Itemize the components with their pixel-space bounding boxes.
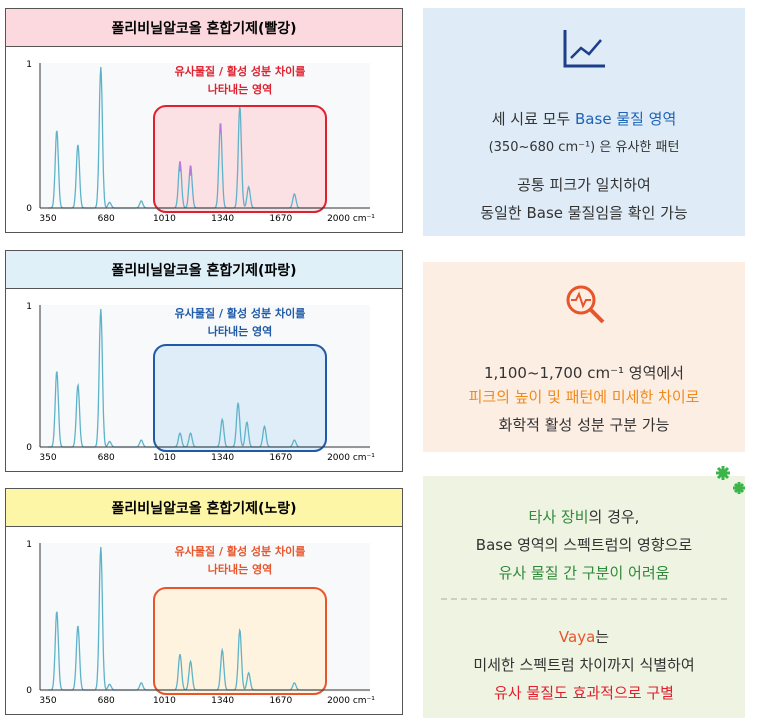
x-tick-label: 680 xyxy=(98,214,115,224)
annotation: 유사물질 / 활성 성분 차이를 xyxy=(175,64,306,78)
x-tick-label: 680 xyxy=(98,453,115,463)
text-segment: 동일한 Base 물질임을 확인 가능 xyxy=(480,204,688,222)
x-tick-label: 1670 xyxy=(269,696,292,706)
chart-header: 폴리비닐알코올 혼합기제(파랑) xyxy=(6,251,402,289)
divider xyxy=(441,598,727,600)
x-tick-label: 350 xyxy=(39,214,56,224)
x-tick-label: 350 xyxy=(39,696,56,706)
chart-panel: 폴리비닐알코올 혼합기제(빨강) 350 680 1010 1340 1670 2000 c… xyxy=(5,8,403,233)
info-panel: 세 시료 모두 Base 물질 영역 (350~680 cm⁻¹) 은 유사한 패… xyxy=(423,8,745,236)
annotation: 유사물질 / 활성 성분 차이를 xyxy=(175,544,306,558)
info-line: 화학적 활성 성분 구분 가능 xyxy=(423,414,745,435)
text-segment: 1,100~1,700 cm⁻¹ 영역에서 xyxy=(484,364,684,382)
text-segment: 미세한 스펙트럼 차이까지 식별하여 xyxy=(473,656,695,674)
text-segment: Base 물질 영역 xyxy=(575,110,677,128)
y-tick-label: 0 xyxy=(26,204,32,214)
x-tick-label: 680 xyxy=(98,696,115,706)
spectrum-chart: 350 680 1010 1340 1670 2000 cm⁻¹ 1 0 유사물질 / 활성 성… xyxy=(26,540,375,706)
info-line: 공통 피크가 일치하여 xyxy=(423,174,745,195)
x-tick-label: 2000 cm⁻¹ xyxy=(327,453,375,463)
y-tick-label: 1 xyxy=(26,60,32,70)
text-segment: 유사 물질 간 구분이 어려움 xyxy=(498,564,670,582)
chart-panel: 폴리비닐알코올 혼합기제(노랑) 350 680 1010 1340 1670 2000 c… xyxy=(5,488,403,715)
sparkle-icon xyxy=(716,466,745,494)
info-line: 미세한 스펙트럼 차이까지 식별하여 xyxy=(423,654,745,675)
x-tick-label: 1340 xyxy=(211,453,234,463)
text-segment: Vaya xyxy=(558,628,596,646)
info-line: 타사 장비의 경우, xyxy=(423,506,745,527)
chart-header: 폴리비닐알코올 혼합기제(빨강) xyxy=(6,9,402,47)
text-segment: 화학적 활성 성분 구분 가능 xyxy=(498,416,670,434)
x-tick-label: 1670 xyxy=(269,453,292,463)
x-tick-label: 1340 xyxy=(211,696,234,706)
text-segment: (350~680 cm⁻¹) 은 유사한 패턴 xyxy=(488,140,680,155)
region-box xyxy=(153,344,327,452)
info-line: 유사 물질 간 구분이 어려움 xyxy=(423,562,745,583)
info-line: 1,100~1,700 cm⁻¹ 영역에서 xyxy=(423,362,745,383)
x-tick-label: 350 xyxy=(39,453,56,463)
spectrum-chart: 350 680 1010 1340 1670 2000 cm⁻¹ 1 0 유사물질 / 활성 성… xyxy=(26,302,375,463)
x-tick-label: 1340 xyxy=(211,214,234,224)
chart-icon xyxy=(563,30,605,68)
region-box xyxy=(153,587,327,695)
info-line: Base 영역의 스펙트럼의 영향으로 xyxy=(423,534,745,555)
info-line: 피크의 높이 및 패턴에 미세한 차이로 xyxy=(423,386,745,407)
chart-header: 폴리비닐알코올 혼합기제(노랑) xyxy=(6,489,402,527)
text-segment: 세 시료 모두 xyxy=(491,110,576,128)
text-segment: 는 xyxy=(595,628,610,646)
text-segment: 피크의 높이 및 패턴에 미세한 차이로 xyxy=(468,388,700,406)
text-segment: 공통 피크가 일치하여 xyxy=(517,176,651,194)
info-line: 유사 물질도 효과적으로 구별 xyxy=(423,682,745,703)
y-tick-label: 0 xyxy=(26,443,32,453)
y-tick-label: 1 xyxy=(26,540,32,550)
search-icon xyxy=(566,285,605,324)
annotation: 나타내는 영역 xyxy=(208,324,273,338)
info-line: 세 시료 모두 Base 물질 영역 xyxy=(423,108,745,129)
chart-panel: 폴리비닐알코올 혼합기제(파랑) 350 680 1010 1340 1670 2000 c… xyxy=(5,250,403,472)
x-tick-label: 1010 xyxy=(153,696,176,706)
info-line: 동일한 Base 물질임을 확인 가능 xyxy=(423,202,745,223)
x-tick-label: 1010 xyxy=(153,214,176,224)
text-segment: 타사 장비 xyxy=(528,508,589,526)
region-box xyxy=(153,105,327,213)
x-tick-label: 1010 xyxy=(153,453,176,463)
info-line: (350~680 cm⁻¹) 은 유사한 패턴 xyxy=(423,136,745,155)
y-tick-label: 1 xyxy=(26,302,32,312)
annotation: 나타내는 영역 xyxy=(208,562,273,576)
x-tick-label: 1670 xyxy=(269,214,292,224)
x-tick-label: 2000 cm⁻¹ xyxy=(327,696,375,706)
annotation: 나타내는 영역 xyxy=(208,82,273,96)
text-segment: 유사 물질도 효과적으로 구별 xyxy=(494,684,674,702)
text-segment: Base 영역의 스펙트럼의 영향으로 xyxy=(475,536,693,554)
spectrum-chart: 350 680 1010 1340 1670 2000 cm⁻¹ 1 0 유사물질 / 활성 성… xyxy=(26,60,375,224)
annotation: 유사물질 / 활성 성분 차이를 xyxy=(175,306,306,320)
y-tick-label: 0 xyxy=(26,686,32,696)
info-line: Vaya는 xyxy=(423,626,745,647)
x-tick-label: 2000 cm⁻¹ xyxy=(327,214,375,224)
text-segment: 의 경우, xyxy=(588,508,640,526)
